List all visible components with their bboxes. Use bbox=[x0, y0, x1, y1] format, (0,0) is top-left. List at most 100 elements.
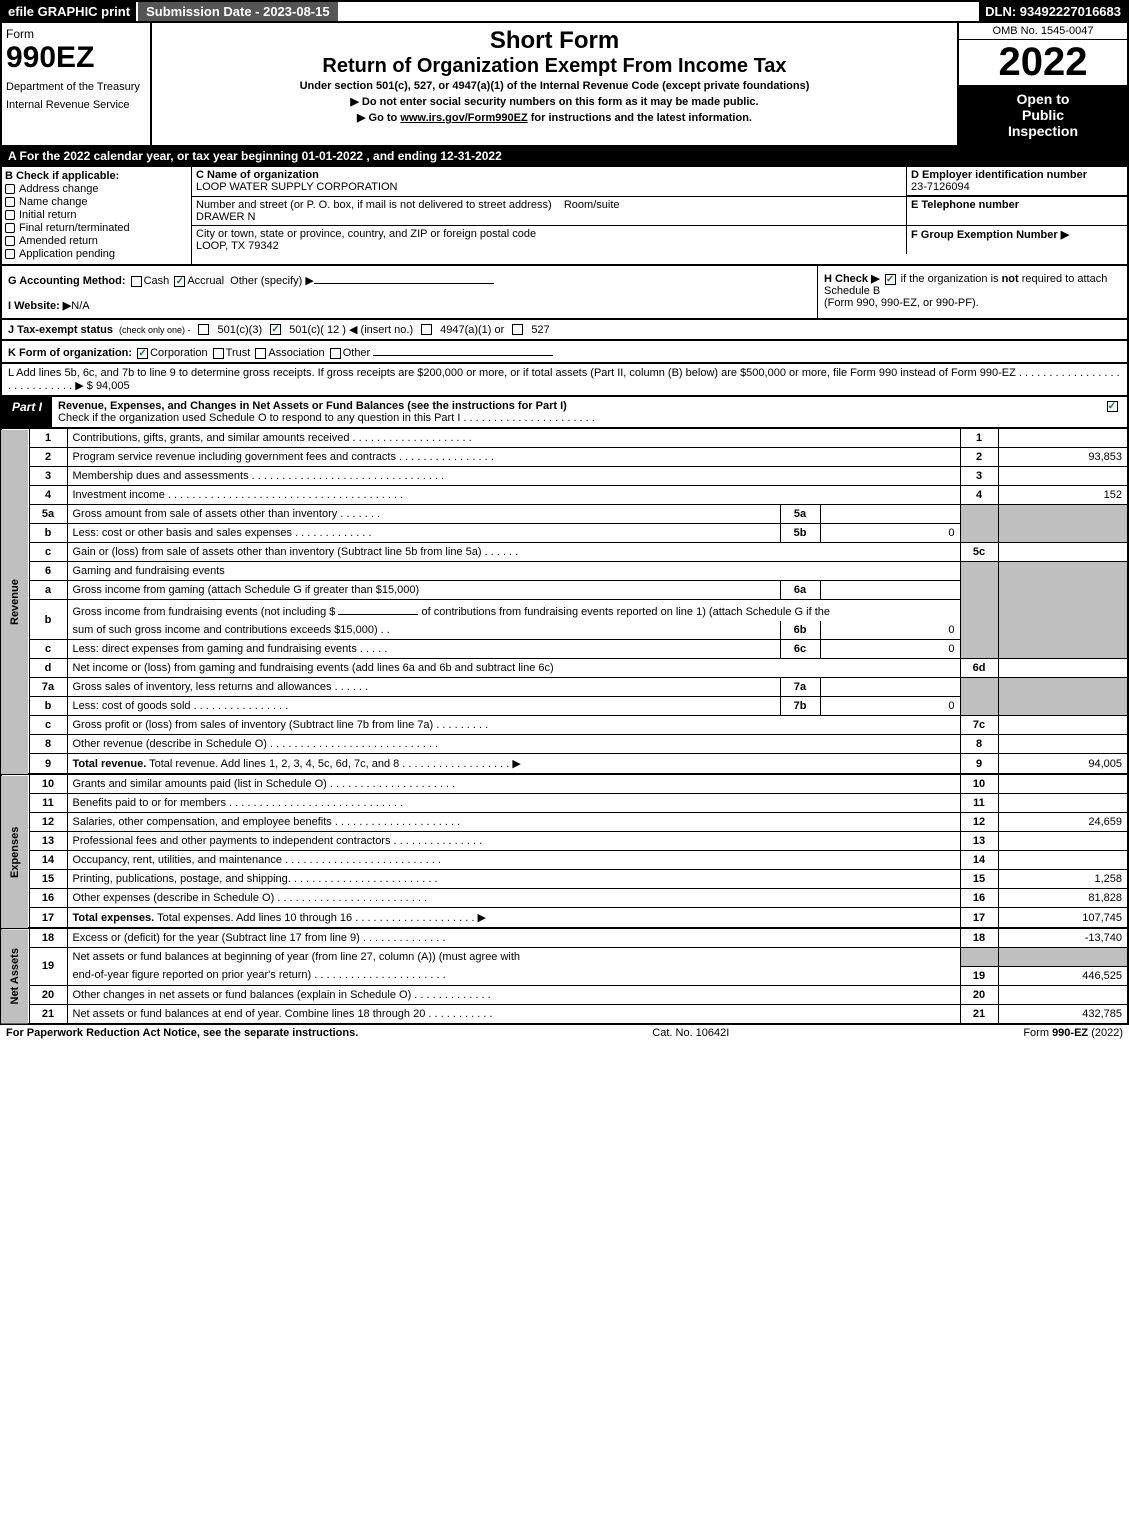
l12-desc: Salaries, other compensation, and employ… bbox=[67, 813, 960, 832]
l6a-desc: Gross income from gaming (attach Schedul… bbox=[67, 581, 780, 600]
l6d-val bbox=[998, 659, 1128, 678]
cb-527[interactable] bbox=[512, 324, 523, 335]
l6b-subval: 0 bbox=[820, 621, 960, 640]
cb-4947[interactable] bbox=[421, 324, 432, 335]
cb-accrual[interactable] bbox=[174, 276, 185, 287]
b-app: Application pending bbox=[19, 248, 115, 260]
cb-trust[interactable] bbox=[213, 348, 224, 359]
l10-val bbox=[998, 775, 1128, 794]
l6c-subval: 0 bbox=[820, 640, 960, 659]
f-lbl: F Group Exemption Number ▶ bbox=[911, 229, 1069, 241]
l21-num: 21 bbox=[29, 1004, 67, 1024]
efile-label: efile GRAPHIC print bbox=[2, 2, 136, 21]
l19-num: 19 bbox=[29, 948, 67, 986]
l17-val: 107,745 bbox=[998, 908, 1128, 929]
footer-right: Form 990-EZ (2022) bbox=[1023, 1027, 1123, 1039]
cb-schedule-o[interactable] bbox=[1107, 401, 1118, 412]
l5b-sublbl: 5b bbox=[780, 524, 820, 543]
l17-text: Total expenses. Add lines 10 through 16 … bbox=[157, 912, 474, 924]
cb-other-org[interactable] bbox=[330, 348, 341, 359]
footer-mid: Cat. No. 10642I bbox=[652, 1027, 729, 1039]
l15-desc: Printing, publications, postage, and shi… bbox=[67, 870, 960, 889]
l16-desc: Other expenses (describe in Schedule O) … bbox=[67, 889, 960, 908]
part1-header: Part I Revenue, Expenses, and Changes in… bbox=[0, 397, 1129, 429]
l7b-num: b bbox=[29, 697, 67, 716]
h-text3: (Form 990, 990-EZ, or 990-PF). bbox=[824, 297, 979, 309]
l7-gray-val bbox=[998, 678, 1128, 716]
l7b-sublbl: 7b bbox=[780, 697, 820, 716]
form-number: 990EZ bbox=[6, 41, 146, 75]
l8-desc: Other revenue (describe in Schedule O) .… bbox=[67, 735, 960, 754]
cb-final-return[interactable] bbox=[5, 223, 15, 233]
g-lbl: G Accounting Method: bbox=[8, 275, 126, 287]
part1-table: Revenue 1 Contributions, gifts, grants, … bbox=[0, 429, 1129, 775]
part1-sub: Check if the organization used Schedule … bbox=[58, 412, 595, 424]
l3-val bbox=[998, 467, 1128, 486]
l5a-sublbl: 5a bbox=[780, 505, 820, 524]
part1-label: Part I bbox=[2, 397, 52, 427]
dept-treasury: Department of the Treasury bbox=[6, 81, 146, 93]
l13-desc: Professional fees and other payments to … bbox=[67, 832, 960, 851]
l10-rnum: 10 bbox=[960, 775, 998, 794]
l11-num: 11 bbox=[29, 794, 67, 813]
l15-val: 1,258 bbox=[998, 870, 1128, 889]
l6b-desc2: sum of such gross income and contributio… bbox=[67, 621, 780, 640]
l20-val bbox=[998, 985, 1128, 1004]
k-lbl: K Form of organization: bbox=[8, 347, 132, 359]
tax-year: 2022 bbox=[959, 40, 1127, 85]
top-bar: efile GRAPHIC print Submission Date - 20… bbox=[0, 0, 1129, 23]
cb-corp[interactable] bbox=[137, 348, 148, 359]
l19-desc1: Net assets or fund balances at beginning… bbox=[67, 948, 960, 967]
l16-num: 16 bbox=[29, 889, 67, 908]
l8-val bbox=[998, 735, 1128, 754]
l19-gray-val bbox=[998, 948, 1128, 967]
l6b-desc1: Gross income from fundraising events (no… bbox=[67, 600, 960, 622]
l12-val: 24,659 bbox=[998, 813, 1128, 832]
cb-amended-return[interactable] bbox=[5, 236, 15, 246]
l20-desc: Other changes in net assets or fund bala… bbox=[67, 985, 960, 1004]
l9-text: Total revenue. Add lines 1, 2, 3, 4, 5c,… bbox=[149, 758, 509, 770]
cb-address-change[interactable] bbox=[5, 184, 15, 194]
section-a: A For the 2022 calendar year, or tax yea… bbox=[0, 147, 1129, 167]
l5c-val bbox=[998, 543, 1128, 562]
l7a-desc: Gross sales of inventory, less returns a… bbox=[67, 678, 780, 697]
l17-bold: Total expenses. bbox=[73, 912, 155, 924]
l1-desc: Contributions, gifts, grants, and simila… bbox=[67, 429, 960, 448]
cb-501c[interactable] bbox=[270, 324, 281, 335]
cb-501c3[interactable] bbox=[198, 324, 209, 335]
cb-h[interactable] bbox=[885, 274, 896, 285]
c-street-lbl: Number and street (or P. O. box, if mail… bbox=[196, 199, 552, 211]
l1-num: 1 bbox=[29, 429, 67, 448]
l16-rnum: 16 bbox=[960, 889, 998, 908]
instr-2-text: ▶ Go to bbox=[357, 112, 400, 124]
k-trust: Trust bbox=[226, 347, 251, 359]
l6a-sublbl: 6a bbox=[780, 581, 820, 600]
cb-name-change[interactable] bbox=[5, 197, 15, 207]
cb-cash[interactable] bbox=[131, 276, 142, 287]
l21-rnum: 21 bbox=[960, 1004, 998, 1024]
dln-label: DLN: 93492227016683 bbox=[979, 2, 1127, 21]
irs-link[interactable]: www.irs.gov/Form990EZ bbox=[400, 112, 527, 124]
g-other-line bbox=[314, 272, 494, 284]
l2-num: 2 bbox=[29, 448, 67, 467]
l4-val: 152 bbox=[998, 486, 1128, 505]
street-cell: Number and street (or P. O. box, if mail… bbox=[192, 197, 907, 225]
l7c-rnum: 7c bbox=[960, 716, 998, 735]
l14-num: 14 bbox=[29, 851, 67, 870]
l6-gray-val bbox=[998, 562, 1128, 659]
city-cell: City or town, state or province, country… bbox=[192, 226, 907, 254]
cb-assoc[interactable] bbox=[255, 348, 266, 359]
l6b-t1: Gross income from fundraising events (no… bbox=[73, 606, 336, 618]
cb-application-pending[interactable] bbox=[5, 249, 15, 259]
b-title: B Check if applicable: bbox=[5, 170, 188, 182]
section-k: K Form of organization: Corporation Trus… bbox=[0, 341, 1129, 364]
c-city: LOOP, TX 79342 bbox=[196, 240, 279, 252]
cb-initial-return[interactable] bbox=[5, 210, 15, 220]
b-addr: Address change bbox=[19, 183, 99, 195]
open-3: Inspection bbox=[965, 123, 1121, 139]
k-corp: Corporation bbox=[150, 347, 207, 359]
l5a-num: 5a bbox=[29, 505, 67, 524]
form-header: Form 990EZ Department of the Treasury In… bbox=[0, 23, 1129, 147]
return-title: Return of Organization Exempt From Incom… bbox=[156, 55, 953, 78]
l14-desc: Occupancy, rent, utilities, and maintena… bbox=[67, 851, 960, 870]
